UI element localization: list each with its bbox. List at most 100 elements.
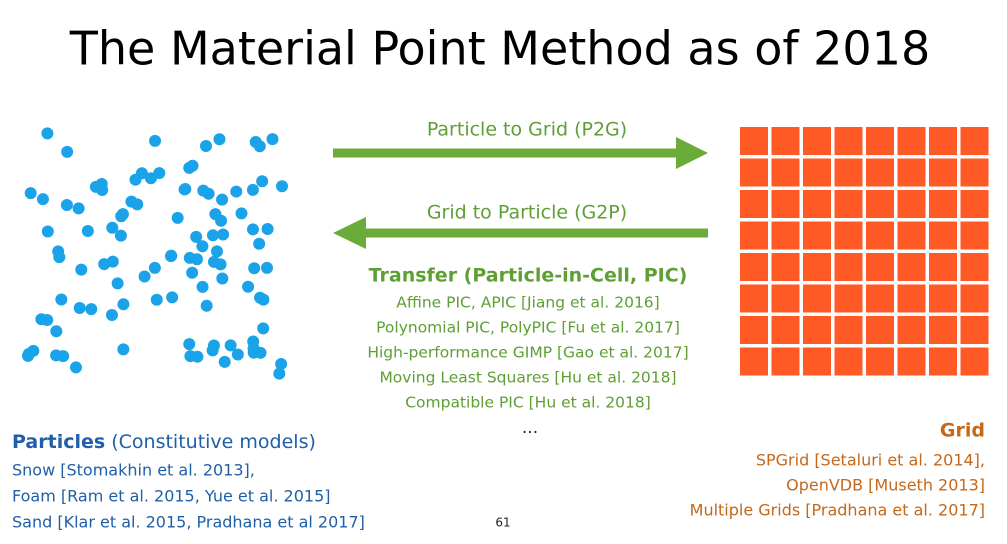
grid-cell — [866, 284, 894, 313]
particle-dot — [190, 253, 203, 266]
particle-dot — [144, 172, 157, 185]
grid-cell — [897, 347, 926, 376]
particle-dot — [224, 339, 237, 352]
grid-cell — [897, 253, 926, 281]
particle-dot — [111, 277, 124, 290]
grid-cell — [771, 253, 800, 281]
particle-dot — [41, 314, 54, 327]
grid-cell — [803, 316, 831, 344]
grid-cell — [929, 127, 957, 155]
particle-dot — [273, 367, 286, 380]
particle-dot — [150, 293, 163, 306]
grid-heading: Grid — [940, 420, 985, 442]
particle-dot — [235, 207, 248, 220]
particle-dot — [171, 211, 184, 224]
grid-cell — [866, 221, 894, 250]
particle-dot — [213, 133, 226, 146]
slide-title: The Material Point Method as of 2018 — [69, 22, 930, 76]
particle-dot — [75, 263, 88, 276]
grid-cell — [897, 284, 926, 313]
particle-dot — [249, 135, 262, 148]
particle-dot — [135, 167, 148, 180]
transfer-item: Affine PIC, APIC [Jiang et al. 2016] — [396, 294, 659, 312]
grid-cell — [929, 158, 957, 187]
grid-cell — [834, 127, 863, 155]
particle-dot — [186, 159, 199, 172]
particle-dot — [60, 199, 73, 212]
particle-dot — [246, 183, 259, 196]
grid-cell — [771, 158, 800, 187]
particle-dot — [50, 325, 63, 338]
grid-cell — [771, 221, 800, 250]
grid-cell — [834, 221, 863, 250]
particle-dot — [197, 184, 210, 197]
grid-cell — [866, 253, 894, 281]
particle-dot — [85, 303, 98, 316]
grid-cell — [771, 284, 800, 313]
grid-cell — [771, 190, 800, 218]
particle-dot — [41, 225, 54, 238]
particle-dot — [216, 193, 229, 206]
grid-cell — [897, 316, 926, 344]
grid-cell — [834, 190, 863, 218]
particle-dot — [61, 145, 74, 158]
particle-dot — [41, 127, 54, 140]
particle-dot — [106, 221, 119, 234]
particle-dot — [266, 133, 279, 146]
grid-cell — [740, 347, 768, 376]
particle-dot — [138, 270, 151, 283]
grid-cell — [803, 127, 831, 155]
transfer-item: High-performance GIMP [Gao et al. 2017] — [367, 344, 688, 362]
particle-dot — [261, 261, 274, 274]
particle-dot — [246, 223, 259, 236]
particle-dot — [117, 298, 130, 311]
grid-cell — [834, 158, 863, 187]
particle-item: Foam [Ram et al. 2015, Yue et al. 2015] — [12, 487, 331, 506]
particle-dot — [105, 308, 118, 321]
particle-dot — [125, 195, 138, 208]
grid-cell — [866, 316, 894, 344]
grid-item: Multiple Grids [Pradhana et al. 2017] — [690, 501, 985, 520]
particle-dot — [216, 272, 229, 285]
particle-dot — [81, 224, 94, 237]
grid-cell — [929, 221, 957, 250]
grid-cell — [803, 221, 831, 250]
heading-bold: Particles — [12, 431, 105, 453]
particle-dot — [50, 349, 63, 362]
grid-cell — [834, 316, 863, 344]
grid-cell — [960, 158, 989, 187]
particle-dot — [115, 210, 128, 223]
particle-dot — [117, 343, 130, 356]
particle-dot — [261, 223, 274, 236]
transfer-item: Polynomial PIC, PolyPIC [Fu et al. 2017] — [376, 319, 680, 337]
grid-cell — [960, 127, 989, 155]
particle-dot — [200, 140, 213, 153]
particle-dot — [190, 230, 203, 243]
grid-cell — [803, 253, 831, 281]
grid-cell — [740, 158, 768, 187]
particle-dot — [98, 258, 111, 271]
arrow-label: Grid to Particle (G2P) — [427, 202, 627, 224]
grid-cell — [740, 316, 768, 344]
grid-cell — [803, 158, 831, 187]
particle-dot — [149, 134, 162, 147]
arrow-label: Particle to Grid (P2G) — [427, 119, 627, 141]
particle-dot — [69, 361, 82, 374]
grid-cell — [771, 316, 800, 344]
grid-cell — [834, 347, 863, 376]
grid-cell — [803, 190, 831, 218]
particle-dot — [256, 175, 269, 188]
particle-dot — [275, 357, 288, 370]
grid-cell — [929, 190, 957, 218]
grid-cell — [897, 190, 926, 218]
grid-cell — [866, 347, 894, 376]
grid-cell — [834, 284, 863, 313]
grid-cell — [866, 127, 894, 155]
transfer-item: Compatible PIC [Hu et al. 2018] — [405, 394, 651, 412]
grid-cell — [897, 158, 926, 187]
particle-dot — [253, 237, 266, 250]
grid-cell — [740, 253, 768, 281]
particle-dot — [247, 346, 260, 359]
grid-cell — [866, 158, 894, 187]
grid-cell — [740, 284, 768, 313]
